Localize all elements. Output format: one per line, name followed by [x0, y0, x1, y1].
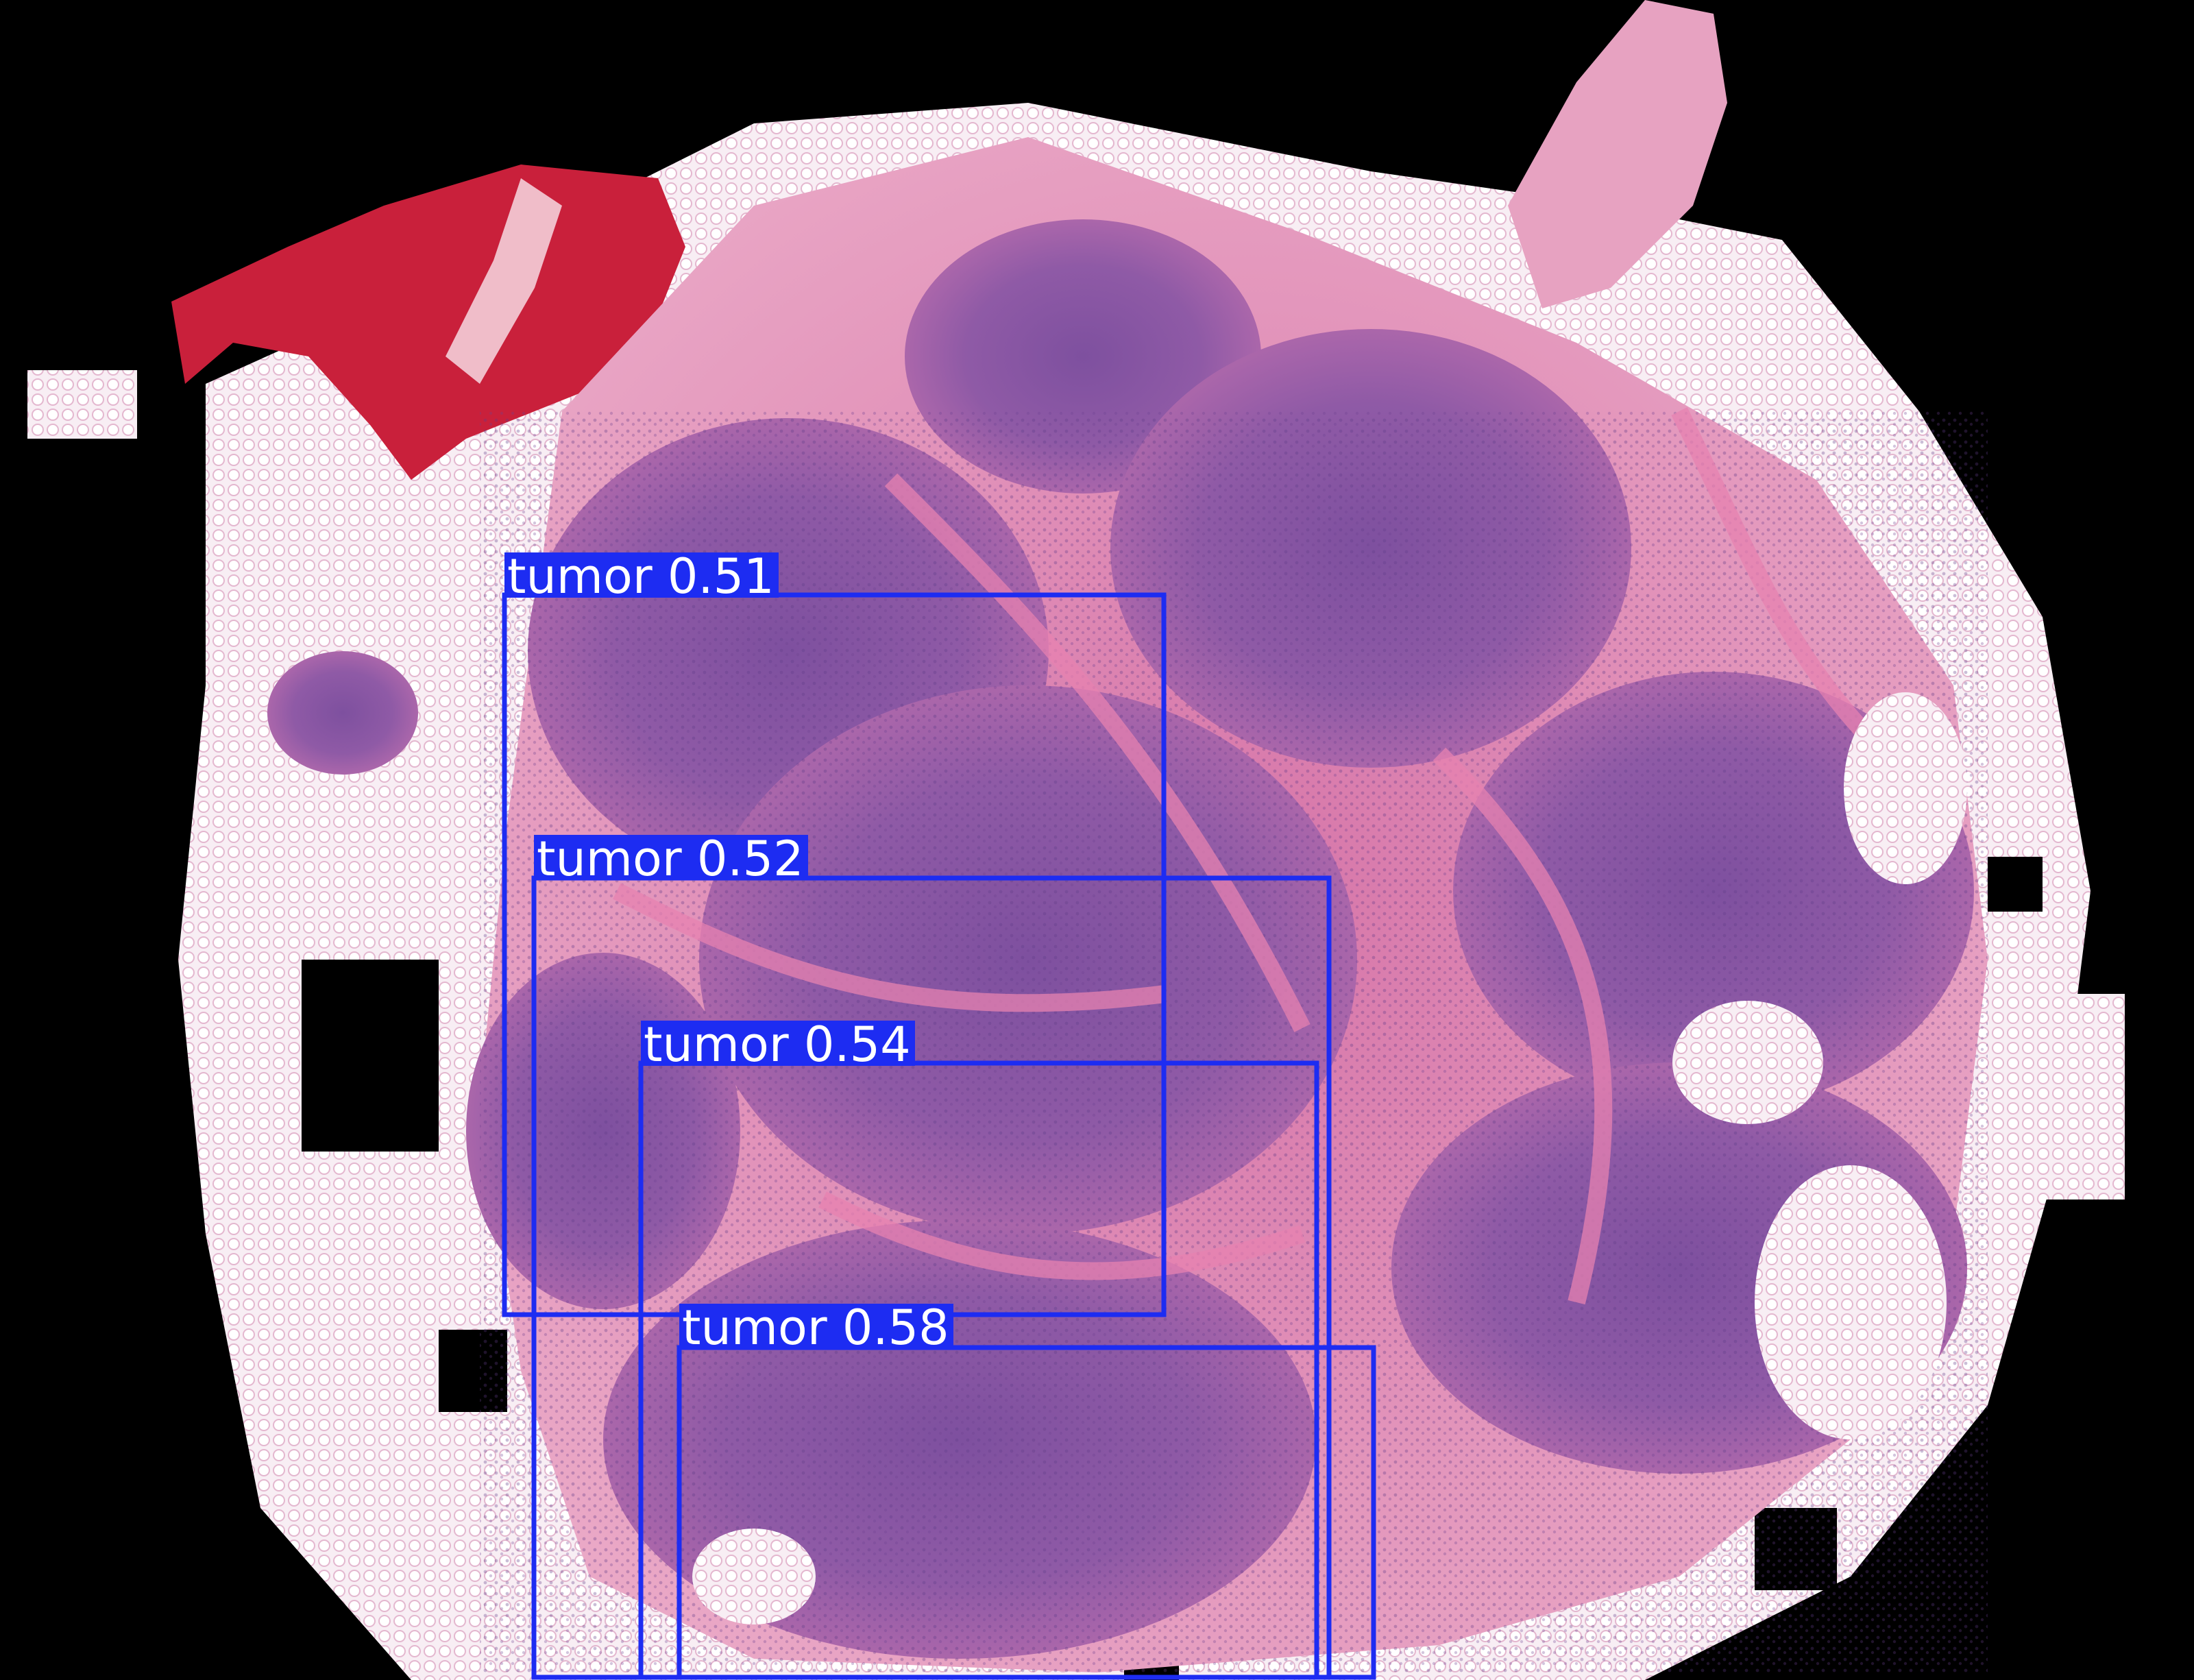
stroma-streaks	[613, 407, 1892, 1305]
tumor-tissue-nests	[267, 219, 1988, 1672]
detection-label-4: tumor 0.58	[679, 1304, 953, 1349]
detection-label-2: tumor 0.52	[534, 835, 808, 880]
detection-label-1: tumor 0.51	[504, 552, 779, 598]
detection-box-4[interactable]	[677, 1345, 1376, 1680]
fat-clusters	[692, 692, 1967, 1624]
detection-label-3: tumor 0.54	[641, 1021, 915, 1066]
blood-clot-region	[171, 165, 685, 480]
